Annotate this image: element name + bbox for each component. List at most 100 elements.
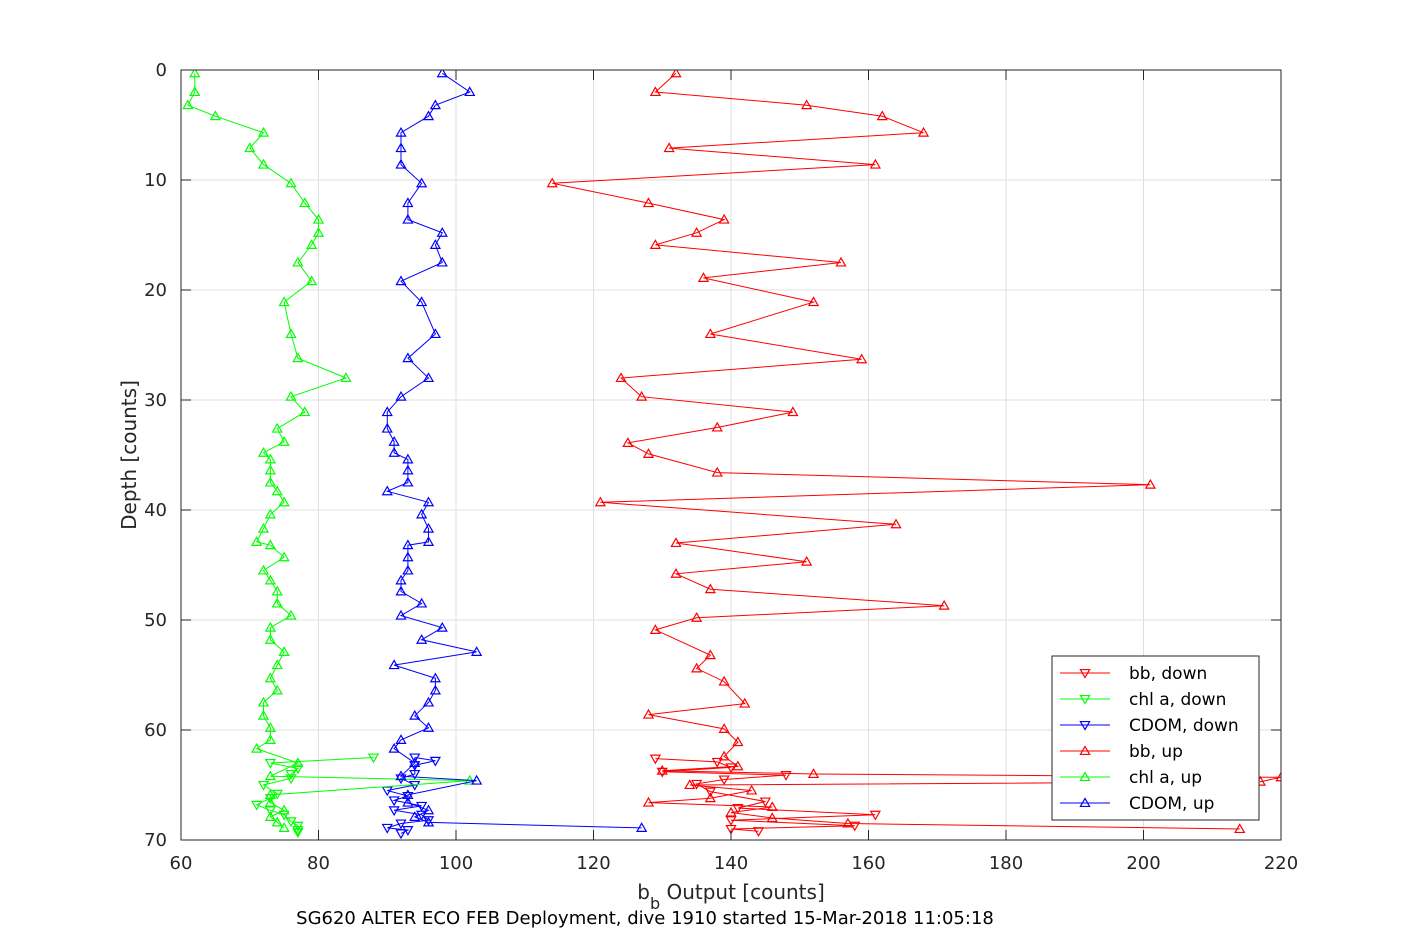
data-point-marker [388,435,400,446]
data-point-marker [395,390,407,401]
data-point-marker [415,597,428,608]
data-point-marker [285,390,297,401]
data-point-marker [436,70,448,78]
data-point-marker [690,226,703,237]
legend-label: CDOM, down [1129,716,1239,736]
data-point-marker [257,564,270,575]
y-tick-label: 30 [144,390,167,411]
data-point-marker [780,771,792,781]
data-point-marker [312,213,325,224]
data-point-marker [436,226,448,237]
data-point-marker [409,757,421,768]
data-point-marker [402,564,414,575]
data-point-marker [415,633,428,644]
data-point-marker [429,684,442,695]
data-point-marker [649,86,662,97]
y-tick-label: 70 [144,830,167,851]
data-point-marker [697,272,710,282]
data-point-marker [381,823,393,834]
data-point-marker [1234,823,1246,834]
y-axis-label: Depth [counts] [117,380,141,530]
data-point-marker [292,757,304,768]
data-point-marker [622,437,634,447]
data-point-marker [278,822,290,832]
data-point-marker [422,696,435,707]
data-point-marker [663,142,675,153]
legend-marker [1079,668,1091,679]
data-point-marker [711,421,723,432]
data-point-marker [250,800,263,811]
data-point-marker [732,760,744,771]
data-point-marker [271,597,283,608]
data-point-marker [278,551,290,562]
data-point-marker [264,633,277,644]
data-point-marker [890,518,902,529]
y-tick-label: 20 [144,280,167,301]
data-point-marker [244,142,256,153]
data-point-marker [718,775,730,786]
data-point-marker [766,801,778,812]
data-point-marker [436,256,448,267]
data-point-marker [422,804,435,815]
data-point-marker [402,796,414,807]
data-point-marker [732,804,744,814]
legend-marker [1079,745,1091,756]
x-tick-label: 180 [989,853,1023,874]
data-point-marker [250,536,263,546]
data-point-marker [264,734,277,744]
data-point-marker [436,621,448,632]
data-point-marker [917,126,930,137]
legend: bb, down chl a, down CDOM, down bb, up chl a… [1051,655,1260,821]
data-point-marker [381,786,393,797]
data-point-marker [381,485,393,496]
data-point-marker [422,110,435,121]
x-axis-label-main: b [637,880,650,904]
legend-label: bb, down [1129,664,1207,684]
series-chl-a-up [182,70,476,832]
data-point-marker [189,70,201,78]
data-point-marker [402,789,414,799]
data-point-marker [285,609,297,620]
chart-caption: SG620 ALTER ECO FEB Deployment, dive 191… [296,908,994,929]
data-point-marker [718,723,730,733]
data-point-marker [704,328,717,339]
data-point-marker [395,126,407,137]
data-point-marker [257,446,270,457]
data-point-marker [704,792,717,803]
data-point-marker [264,621,277,632]
data-point-marker [257,780,270,791]
x-tick-label: 140 [714,853,748,874]
data-point-marker [278,496,290,507]
series-line [187,73,470,829]
data-point-marker [725,806,737,817]
data-point-marker [264,539,277,550]
data-point-marker [264,758,277,769]
data-point-marker [257,709,270,720]
data-point-marker [470,774,483,785]
data-point-marker [670,567,682,578]
data-point-marker [278,646,290,656]
data-point-marker [257,696,270,707]
x-axis-label-rest: Output [counts] [660,880,825,904]
data-point-marker [388,806,400,817]
data-point-marker [395,770,407,781]
legend-marker [1079,694,1091,705]
data-point-marker [739,697,751,708]
data-point-marker [422,536,435,546]
data-point-marker [264,672,277,683]
data-point-marker [264,806,277,817]
data-point-marker [807,296,820,307]
data-point-marker [704,583,717,594]
data-point-marker [292,828,304,839]
data-point-marker [725,816,737,827]
data-point-marker [395,829,407,840]
data-point-marker [766,812,778,823]
data-point-marker [264,721,277,732]
legend-label: CDOM, up [1129,794,1214,814]
data-point-marker [464,86,476,97]
data-point-marker [257,522,270,533]
data-point-marker [305,239,318,249]
data-point-marker [409,811,421,821]
